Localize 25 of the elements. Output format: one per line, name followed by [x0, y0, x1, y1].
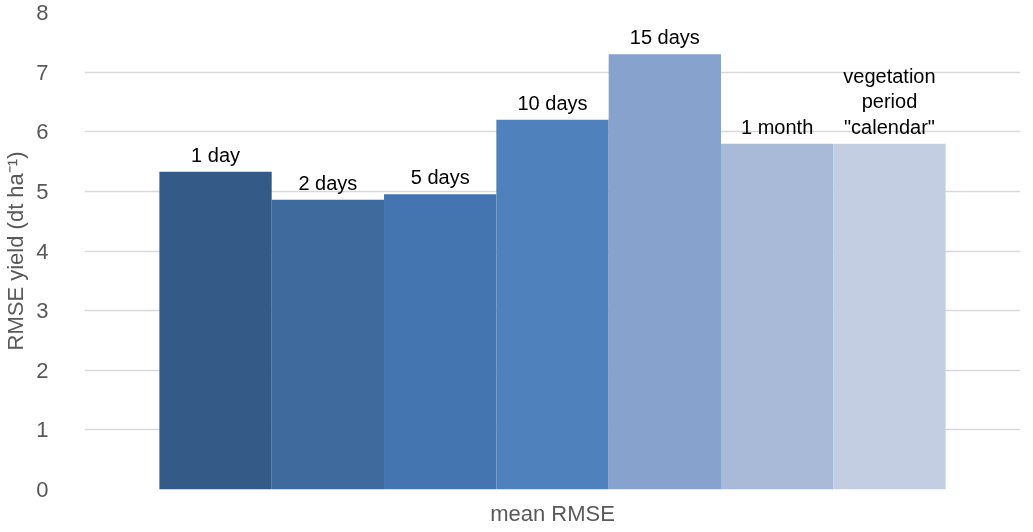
- y-tick-label: 4: [36, 238, 49, 264]
- bar: [271, 199, 385, 490]
- series-label: 10 days: [517, 91, 588, 114]
- series-label: 1 month: [741, 115, 814, 138]
- y-tick-label: 0: [36, 477, 49, 502]
- y-tick-label: 2: [36, 357, 49, 383]
- y-axis-title: RMSE yield (dt ha⁻¹): [3, 151, 29, 351]
- y-tick-label: 7: [36, 59, 49, 85]
- bar: [720, 143, 834, 490]
- y-tick-label: 5: [36, 178, 49, 204]
- x-tick-label: mean RMSE: [490, 500, 615, 526]
- y-tick-label: 8: [36, 0, 49, 25]
- series-label: 15 days: [629, 26, 700, 49]
- bar: [833, 143, 946, 490]
- series-label: 2 days: [298, 171, 358, 194]
- y-tick-label: 6: [36, 119, 49, 145]
- bar: [608, 54, 721, 490]
- bar: [384, 194, 497, 490]
- bar: [496, 119, 609, 490]
- series-label: 1 day: [191, 143, 241, 166]
- series-label: 5 days: [410, 166, 470, 189]
- bar: [159, 171, 272, 490]
- series-label: vegetation period "calendar": [843, 65, 936, 138]
- y-tick-label: 1: [36, 417, 49, 443]
- y-tick-label: 3: [36, 298, 49, 324]
